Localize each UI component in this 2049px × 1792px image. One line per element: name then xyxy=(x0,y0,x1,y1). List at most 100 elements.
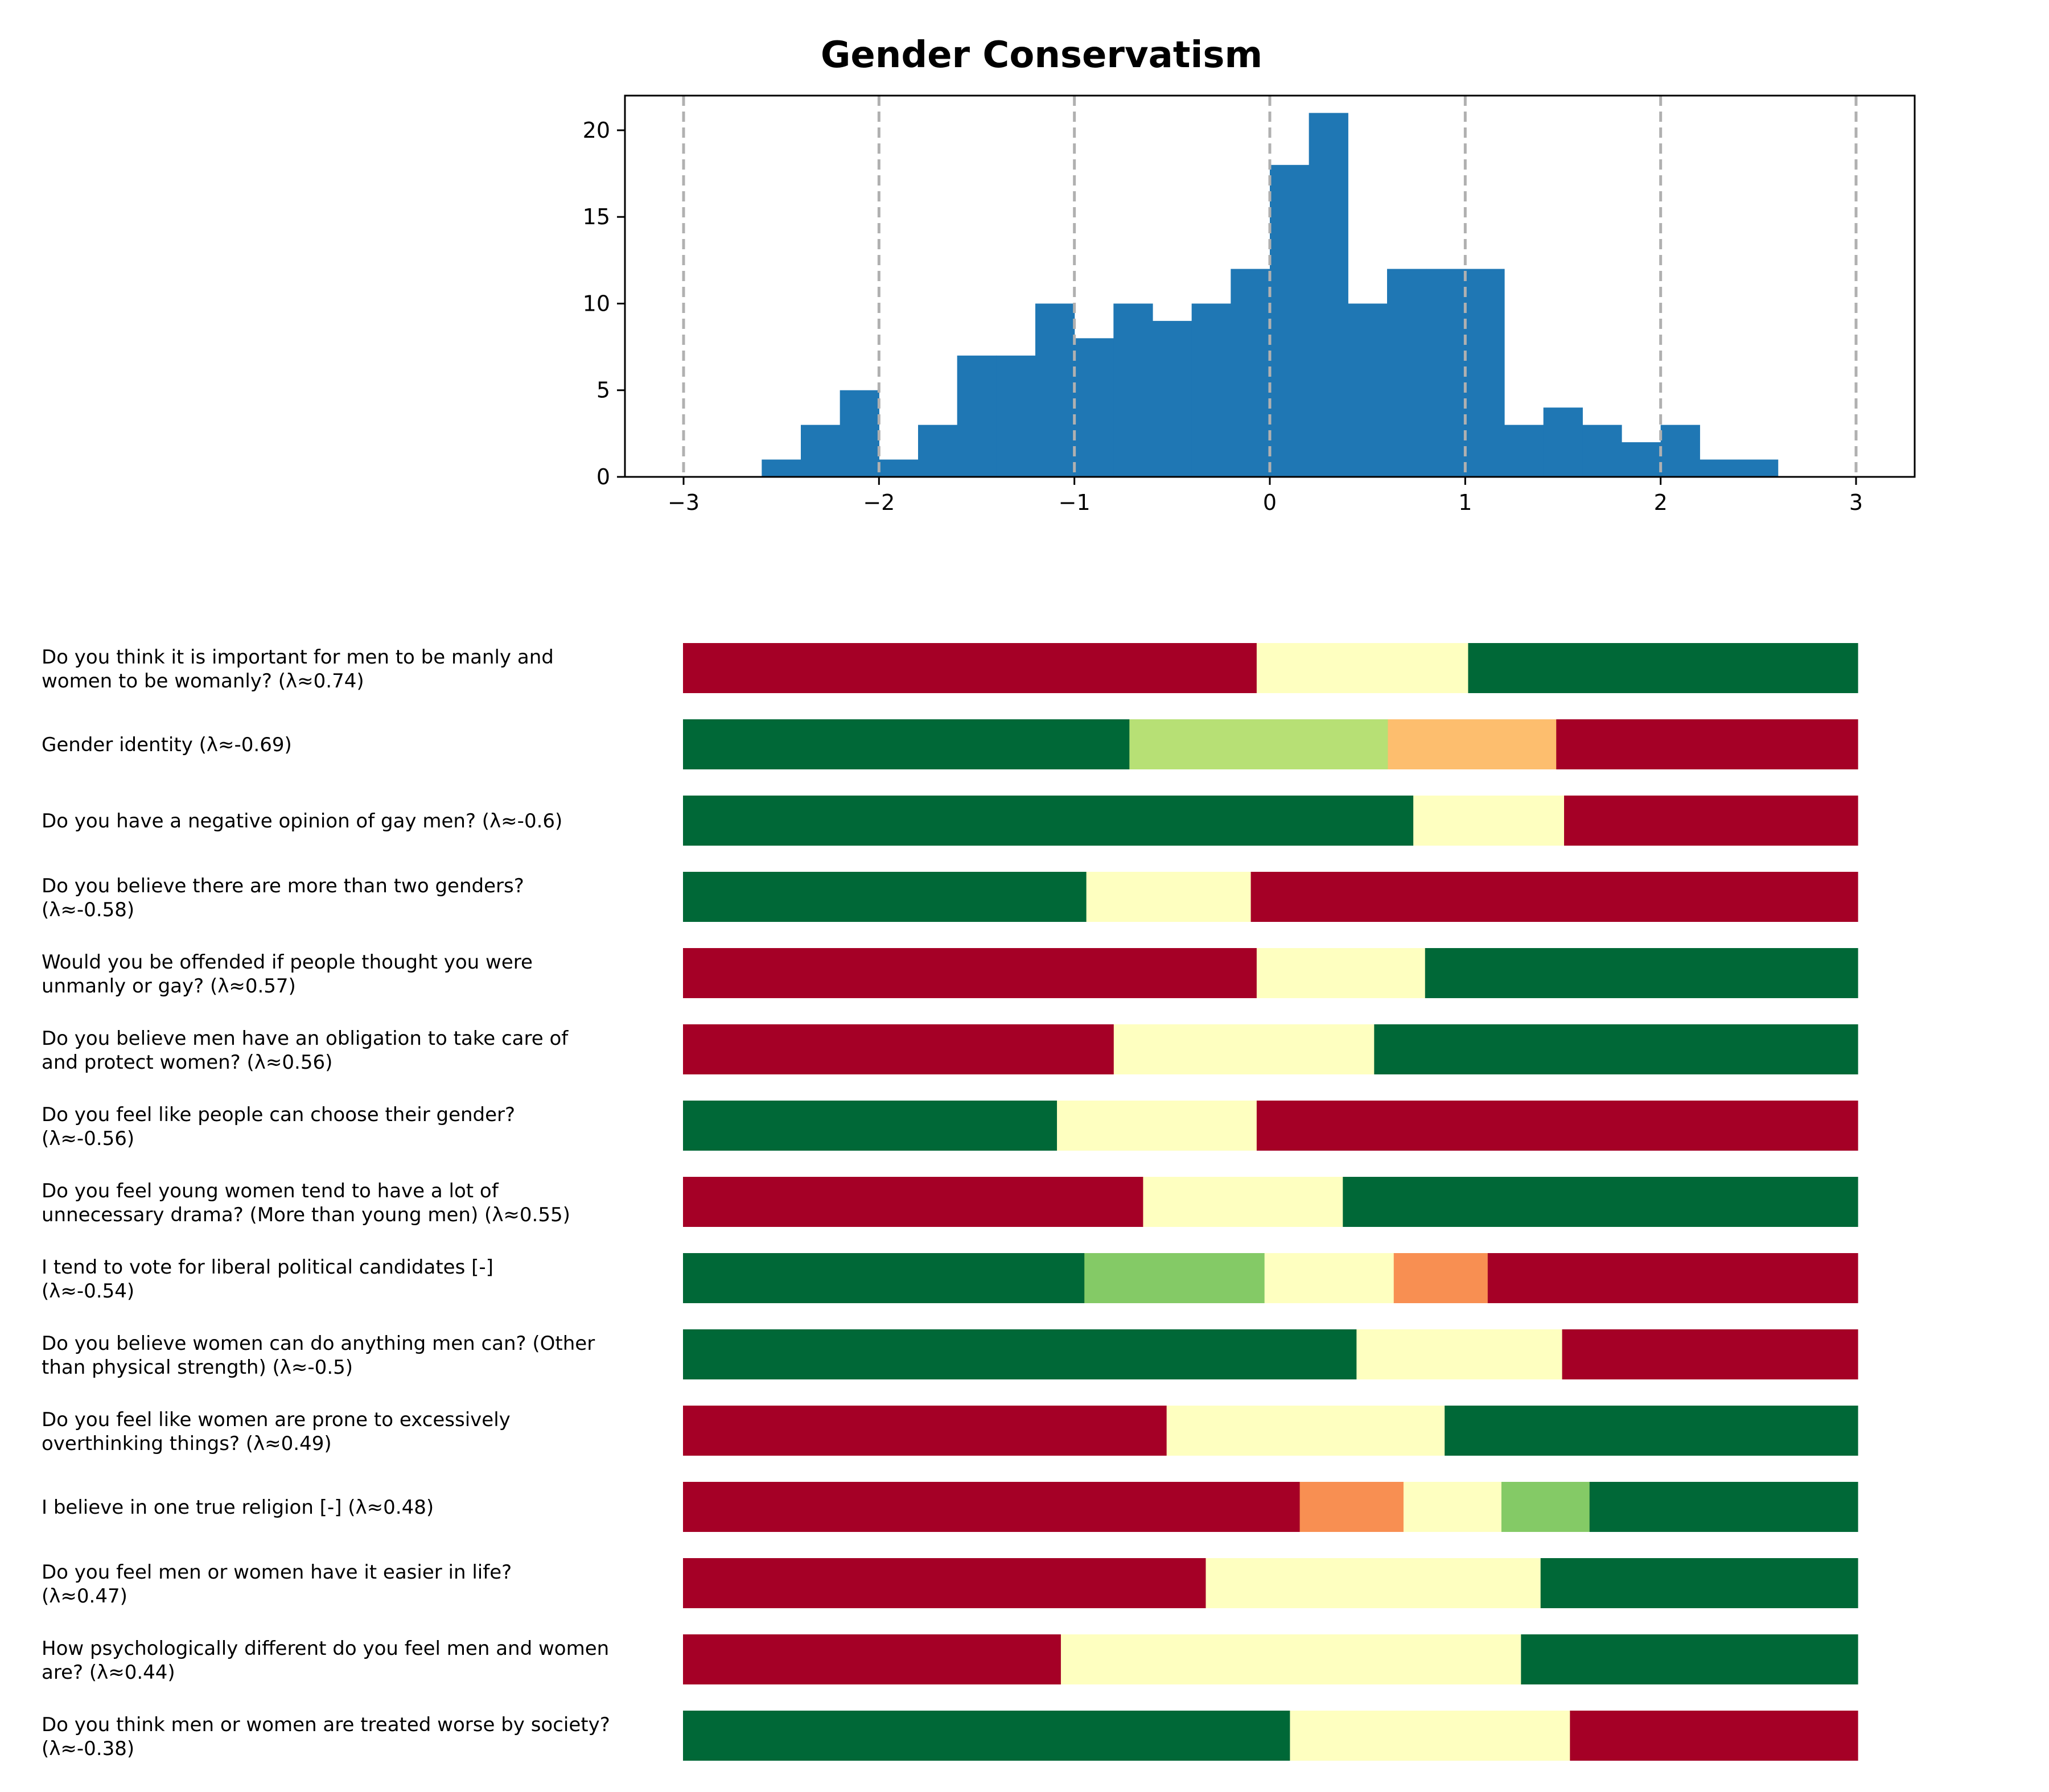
histogram-bar xyxy=(1231,269,1270,477)
bar-segment xyxy=(683,1711,1290,1761)
histogram-title: Gender Conservatism xyxy=(821,34,1262,76)
question-label: Gender identity (λ≈-0.69) xyxy=(42,734,292,756)
bar-segment xyxy=(1564,796,1858,846)
bar-segment xyxy=(1487,1253,1858,1303)
bar-segment xyxy=(683,1253,1085,1303)
histogram-bar xyxy=(879,459,919,477)
bar-segment xyxy=(1143,1177,1343,1227)
bar-segment xyxy=(683,1024,1114,1074)
histogram-bar xyxy=(918,425,958,477)
question-label: How psychologically different do you fee… xyxy=(42,1637,609,1660)
bar-segment xyxy=(1113,1024,1375,1074)
bar-segment xyxy=(683,1177,1143,1227)
bar-segment xyxy=(1060,1634,1521,1684)
x-tick-label: −2 xyxy=(863,490,895,515)
bar-segment xyxy=(1343,1177,1858,1227)
histogram-bar xyxy=(1074,338,1114,477)
histogram-bar xyxy=(1543,407,1583,477)
question-label: unnecessary drama? (More than young men)… xyxy=(42,1204,570,1226)
bar-segment xyxy=(683,872,1087,922)
bar-segment xyxy=(1425,948,1858,998)
y-tick-label: 5 xyxy=(596,378,610,403)
bar-segment xyxy=(1521,1634,1858,1684)
bar-segment xyxy=(1290,1711,1570,1761)
histogram-bar xyxy=(1582,425,1622,477)
question-label: Would you be offended if people thought … xyxy=(42,951,533,974)
stacked-bars: Do you think it is important for men to … xyxy=(42,643,1858,1761)
x-tick-label: −1 xyxy=(1059,490,1091,515)
bar-segment xyxy=(1166,1406,1445,1456)
histogram-bar xyxy=(996,355,1036,477)
x-tick-label: 3 xyxy=(1849,490,1863,515)
bar-segment xyxy=(1589,1482,1858,1532)
bar-segment xyxy=(1540,1558,1858,1608)
bar-segment xyxy=(1374,1024,1858,1074)
x-tick-label: 1 xyxy=(1458,490,1472,515)
question-label: Do you feel men or women have it easier … xyxy=(42,1561,512,1584)
bar-segment xyxy=(1264,1253,1394,1303)
bar-segment xyxy=(683,1482,1301,1532)
histogram-bar xyxy=(1426,269,1466,477)
histogram-bar xyxy=(1465,269,1505,477)
bar-segment xyxy=(1556,719,1858,769)
question-label: Do you have a negative opinion of gay me… xyxy=(42,810,562,833)
question-label: and protect women? (λ≈0.56) xyxy=(42,1051,332,1074)
bar-segment xyxy=(1256,948,1426,998)
bar-segment xyxy=(683,1634,1061,1684)
question-label: Do you think it is important for men to … xyxy=(42,646,554,669)
bar-segment xyxy=(1205,1558,1541,1608)
bar-segment xyxy=(1250,872,1858,922)
question-label: Do you think men or women are treated wo… xyxy=(42,1713,610,1736)
question-label: (λ≈-0.56) xyxy=(42,1127,134,1150)
question-label: unmanly or gay? (λ≈0.57) xyxy=(42,975,296,998)
bar-segment xyxy=(1129,719,1388,769)
bar-segment xyxy=(683,1558,1207,1608)
x-tick-label: 2 xyxy=(1654,490,1668,515)
histogram-bar xyxy=(1153,320,1192,477)
bar-segment xyxy=(1356,1329,1563,1379)
bar-segment xyxy=(1562,1329,1858,1379)
bar-segment xyxy=(1413,796,1565,846)
question-label: overthinking things? (λ≈0.49) xyxy=(42,1432,332,1455)
bar-segment xyxy=(683,796,1414,846)
bar-segment xyxy=(1299,1482,1404,1532)
question-label: Do you believe there are more than two g… xyxy=(42,875,524,897)
bar-segment xyxy=(683,1329,1357,1379)
y-tick-label: 15 xyxy=(583,204,610,229)
bar-segment xyxy=(1057,1101,1257,1151)
bar-segment xyxy=(1403,1482,1502,1532)
y-tick-label: 20 xyxy=(583,118,610,143)
histogram-bar xyxy=(1191,303,1231,477)
question-label: (λ≈-0.58) xyxy=(42,899,134,921)
bar-segment xyxy=(1084,1253,1265,1303)
question-label: than physical strength) (λ≈-0.5) xyxy=(42,1356,353,1379)
histogram-bar xyxy=(1035,303,1075,477)
question-label: I tend to vote for liberal political can… xyxy=(42,1256,493,1279)
question-label: Do you believe women can do anything men… xyxy=(42,1332,595,1355)
y-tick-label: 10 xyxy=(583,291,610,316)
histogram-bar xyxy=(1739,459,1779,477)
question-label: I believe in one true religion [-] (λ≈0.… xyxy=(42,1496,434,1519)
histogram-bar xyxy=(1660,425,1700,477)
bar-segment xyxy=(1501,1482,1590,1532)
bar-segment xyxy=(1570,1711,1858,1761)
bar-segment xyxy=(1388,719,1557,769)
histogram-bar xyxy=(840,390,879,477)
bar-segment xyxy=(683,1101,1058,1151)
question-label: Do you feel like women are prone to exce… xyxy=(42,1408,511,1431)
x-tick-label: −3 xyxy=(668,490,700,515)
question-label: (λ≈0.47) xyxy=(42,1585,127,1608)
x-tick-label: 0 xyxy=(1263,490,1277,515)
question-label: are? (λ≈0.44) xyxy=(42,1661,175,1684)
question-label: Do you believe men have an obligation to… xyxy=(42,1027,569,1050)
y-tick-label: 0 xyxy=(596,464,610,489)
bar-segment xyxy=(1256,643,1469,693)
histogram-bar xyxy=(1622,442,1661,477)
histogram: −3 −2 −1 0 1 2 3 0 5 10 15 20 xyxy=(583,94,1916,515)
histogram-bar xyxy=(957,355,997,477)
question-label: (λ≈-0.54) xyxy=(42,1280,134,1303)
bar-segment xyxy=(1393,1253,1488,1303)
question-label: (λ≈-0.38) xyxy=(42,1737,134,1760)
histogram-bar xyxy=(1504,425,1544,477)
